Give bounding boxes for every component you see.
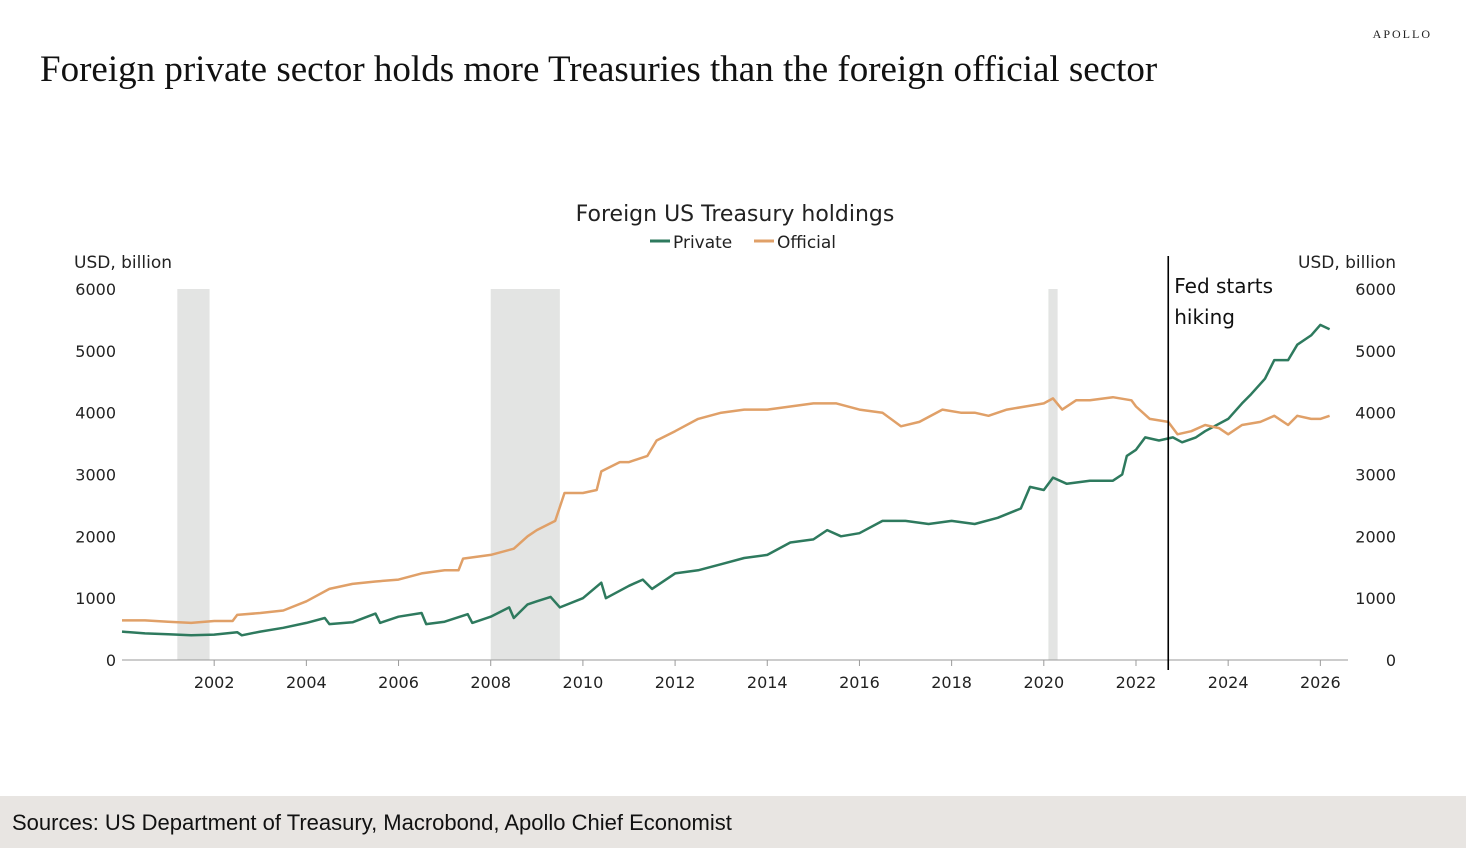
x-tick-label: 2012 xyxy=(655,673,696,692)
x-tick-label: 2014 xyxy=(747,673,788,692)
x-tick-label: 2018 xyxy=(931,673,972,692)
y-tick-left: 1000 xyxy=(75,589,116,608)
x-tick-label: 2024 xyxy=(1208,673,1249,692)
y-tick-left: 5000 xyxy=(75,342,116,361)
chart: Foreign US Treasury holdings Private Offic… xyxy=(74,202,1396,692)
y-tick-right: 1000 xyxy=(1355,589,1396,608)
recession-band xyxy=(177,289,210,660)
y-tick-left: 4000 xyxy=(75,404,116,423)
x-tick-label: 2004 xyxy=(286,673,327,692)
legend-label-private: Private xyxy=(673,233,732,253)
y-tick-right: 3000 xyxy=(1355,466,1396,485)
fed-hiking-annotation: Fed starts xyxy=(1174,274,1273,298)
x-tick-label: 2008 xyxy=(470,673,511,692)
x-tick-label: 2026 xyxy=(1300,673,1341,692)
brand-logo: APOLLO xyxy=(1372,27,1432,41)
recession-band xyxy=(490,289,560,660)
x-tick-label: 2002 xyxy=(194,673,235,692)
x-tick-label: 2022 xyxy=(1116,673,1157,692)
series-line-private xyxy=(121,323,1331,637)
x-tick-label: 2006 xyxy=(378,673,419,692)
chart-title: Foreign US Treasury holdings xyxy=(576,202,895,227)
y-tick-right: 2000 xyxy=(1355,527,1396,546)
legend-label-official: Official xyxy=(777,233,836,253)
x-tick-label: 2016 xyxy=(839,673,880,692)
y-tick-right: 6000 xyxy=(1355,280,1396,299)
x-tick-label: 2020 xyxy=(1023,673,1064,692)
y-axis-label-right: USD, billion xyxy=(1298,253,1396,273)
y-axis-label-left: USD, billion xyxy=(74,253,172,273)
x-tick-label: 2010 xyxy=(563,673,604,692)
y-tick-left: 6000 xyxy=(75,280,116,299)
y-tick-left: 3000 xyxy=(75,466,116,485)
y-tick-right: 4000 xyxy=(1355,404,1396,423)
series-line-official xyxy=(122,395,1330,625)
footer-bar: Sources: US Department of Treasury, Macr… xyxy=(0,796,1466,848)
y-tick-left: 2000 xyxy=(75,527,116,546)
sources-text: Sources: US Department of Treasury, Macr… xyxy=(12,810,732,835)
y-tick-right: 0 xyxy=(1386,651,1396,670)
y-tick-left: 0 xyxy=(106,651,116,670)
headline: Foreign private sector holds more Treasu… xyxy=(40,49,1158,90)
fed-hiking-annotation: hiking xyxy=(1174,305,1235,329)
y-tick-right: 5000 xyxy=(1355,342,1396,361)
recession-band xyxy=(1048,289,1058,660)
